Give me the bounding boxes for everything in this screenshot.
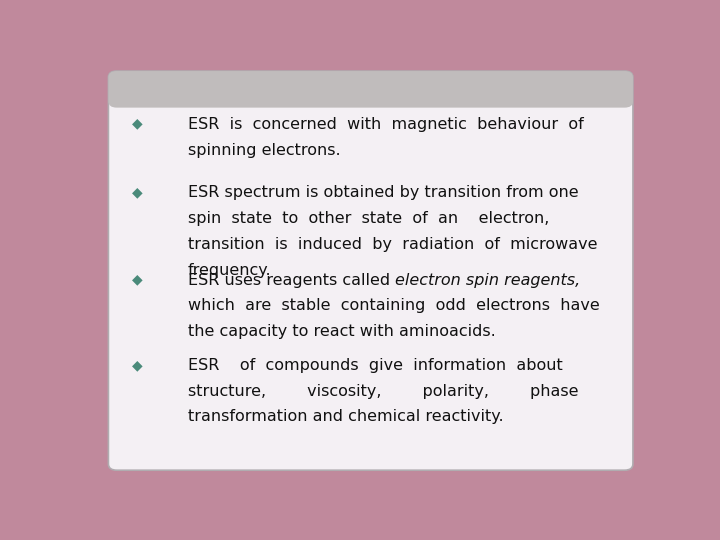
Bar	[117, 88, 624, 102]
Text: ◆: ◆	[132, 117, 143, 131]
Text: ◆: ◆	[132, 185, 143, 199]
Text: electron spin reagents,: electron spin reagents,	[395, 273, 580, 288]
Text: the capacity to react with aminoacids.: the capacity to react with aminoacids.	[188, 324, 495, 339]
Text: ◆: ◆	[132, 358, 143, 372]
Text: ESR  is  concerned  with  magnetic  behaviour  of: ESR is concerned with magnetic behaviour…	[188, 117, 583, 132]
Text: transition  is  induced  by  radiation  of  microwave: transition is induced by radiation of mi…	[188, 237, 597, 252]
Text: which  are  stable  containing  odd  electrons  have: which are stable containing odd electron…	[188, 299, 599, 314]
Text: ESR uses reagents called: ESR uses reagents called	[188, 273, 395, 288]
Text: structure,        viscosity,        polarity,        phase: structure, viscosity, polarity, phase	[188, 384, 578, 399]
Text: ◆: ◆	[132, 273, 143, 287]
FancyBboxPatch shape	[109, 71, 633, 470]
Text: spinning electrons.: spinning electrons.	[188, 143, 341, 158]
Text: frequency.: frequency.	[188, 263, 271, 278]
Text: spin  state  to  other  state  of  an    electron,: spin state to other state of an electron…	[188, 211, 549, 226]
FancyBboxPatch shape	[109, 71, 633, 107]
Text: ESR spectrum is obtained by transition from one: ESR spectrum is obtained by transition f…	[188, 185, 578, 200]
Text: transformation and chemical reactivity.: transformation and chemical reactivity.	[188, 409, 503, 424]
Text: ESR    of  compounds  give  information  about: ESR of compounds give information about	[188, 358, 562, 373]
